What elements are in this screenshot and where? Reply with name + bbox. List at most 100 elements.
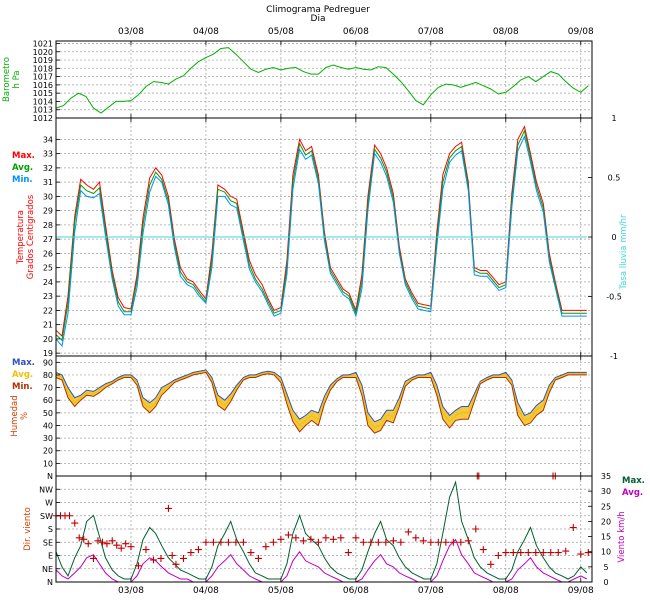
y2-tick-label: 1 (611, 114, 616, 123)
wind-direction-point (344, 549, 352, 557)
wind-direction-point (103, 540, 111, 548)
wind-direction-point (314, 538, 322, 546)
humidity-axis-label: Humedad% (10, 395, 30, 436)
wind-direction-point (202, 538, 210, 546)
y-tick-label: 1020 (33, 48, 53, 57)
wind-direction-point (232, 538, 240, 546)
wind-direction-point (164, 504, 172, 512)
wind-direction-point (359, 538, 367, 546)
y2-tick-label: 20 (601, 517, 611, 526)
y-tick-label: 22 (43, 306, 53, 315)
wind-direction-point (382, 538, 390, 546)
temperature-axis-label: TemperaturaGrados Centigrados (16, 194, 36, 279)
data-layer (52, 47, 592, 583)
wind-direction-point (352, 534, 360, 542)
y-tick-label: N (47, 578, 53, 587)
y-tick-label: W (45, 499, 53, 508)
wind-direction-point (449, 538, 457, 546)
wind-direction-point (577, 550, 585, 558)
y-tick-label: N (47, 472, 53, 481)
wind-direction-point (277, 535, 285, 543)
wind-direction-point (532, 549, 540, 557)
y-tick-label: E (48, 552, 53, 561)
chart-title: Climograma Pedreguer (266, 5, 370, 15)
y-tick-label: 34 (43, 135, 53, 144)
wind-direction-point (149, 556, 157, 564)
x-tick-label-top: 09/08 (568, 27, 594, 37)
wind-direction-point (113, 541, 121, 549)
wind-direction-point (509, 549, 517, 557)
y-tick-label: SE (43, 538, 53, 547)
x-tick-label-top: 06/08 (343, 27, 369, 37)
wind-direction-point (284, 531, 292, 539)
barometer-axis-label: Barometroh Pa (2, 57, 22, 102)
wind-direction-point (479, 546, 487, 554)
y-tick-label: 20 (43, 447, 53, 456)
wind-direction-point (412, 534, 420, 542)
humidity-line (55, 370, 587, 429)
wind-direction-point (194, 546, 202, 554)
wind-direction-point (502, 549, 510, 557)
wind-direction-point (172, 560, 180, 568)
wind-direction-point (127, 543, 135, 551)
y-tick-label: 10 (43, 459, 53, 468)
wind-direction-point (292, 534, 300, 542)
wind-direction-point (217, 538, 225, 546)
grid-layer (56, 41, 592, 582)
y2-tick-label: 0.5 (608, 174, 621, 183)
wind-direction-point (65, 512, 73, 520)
wind-direction-point (487, 560, 495, 568)
y2-tick-label: 0 (603, 578, 608, 587)
y-tick-label: 1014 (33, 97, 53, 106)
panel-frame (55, 355, 593, 477)
y-tick-label: 1017 (33, 73, 53, 82)
wind-direction-point (134, 562, 142, 570)
wind-direction-point (80, 535, 88, 543)
wind-direction-point (584, 549, 592, 557)
y-tick-label: 30 (43, 192, 53, 201)
wind-direction-point (179, 554, 187, 562)
y-tick-label: 19 (43, 349, 53, 358)
wind-direction-point (419, 537, 427, 545)
wind-direction-point (494, 552, 502, 559)
wind-direction-point (554, 549, 562, 557)
y2-tick-label: -0.5 (606, 293, 622, 302)
y-tick-label: 1021 (33, 39, 53, 48)
y-tick-label: 31 (43, 178, 53, 187)
wind-speed-axis-label: Viento km/h (617, 511, 627, 562)
wind-direction-point (524, 549, 532, 557)
y2-tick-label: -1 (610, 352, 618, 361)
y-tick-label: 1018 (33, 64, 53, 73)
y-tick-label: 70 (43, 384, 53, 393)
barometer-line (55, 47, 589, 114)
x-tick-label-bottom: 09/08 (568, 586, 594, 596)
y-tick-label: 29 (43, 207, 53, 216)
y-tick-label: SW (40, 512, 53, 521)
wind-direction-point (539, 549, 547, 557)
wind-direction-point (108, 537, 116, 545)
humidity-legend-item: Min. (12, 382, 33, 392)
wind-direction-point (547, 549, 555, 557)
wind-direction-point (517, 549, 525, 557)
wind-legend-item: Avg. (622, 488, 643, 498)
wind-direction-point (472, 525, 480, 533)
temperature-legend-item: Avg. (12, 163, 33, 173)
x-tick-label-bottom: 04/08 (193, 586, 219, 596)
label-layer: 03/08 03/08 04/08 04/08 05/08 05/08 06/08 06/08… (2, 27, 645, 596)
y-tick-label: 50 (43, 409, 53, 418)
temperature-legend-item: Max. (12, 151, 35, 161)
wind-direction-point (337, 534, 345, 542)
wind-direction-point (239, 538, 247, 546)
wind-direction-point (322, 534, 330, 542)
wind-direction-point (374, 538, 382, 546)
wind-direction-point (404, 528, 412, 536)
humidity-legend-item: Avg. (12, 370, 33, 380)
y2-tick-label: 30 (601, 487, 611, 496)
x-tick-label-top: 04/08 (193, 27, 219, 37)
wind-direction-axis-label: Dir. viento (23, 507, 33, 551)
wind-direction-point (389, 537, 397, 545)
wind-direction-point (464, 537, 472, 545)
wind-direction-point (209, 538, 217, 546)
temperature-line (55, 129, 587, 342)
y-tick-label: 20 (43, 335, 53, 344)
